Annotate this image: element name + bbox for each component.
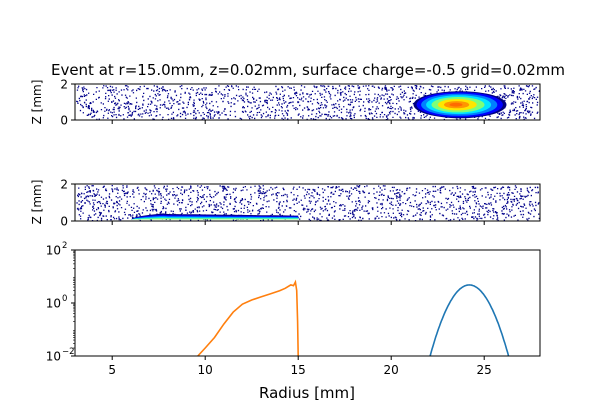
middle-panel-noise bbox=[76, 185, 541, 222]
middle-panel-frame bbox=[74, 183, 541, 222]
series-orange-line bbox=[197, 279, 299, 356]
ytick-label: 2 bbox=[60, 78, 68, 92]
ytick-label: 0 bbox=[60, 114, 68, 128]
top-panel: 0 2 Z [mm] bbox=[30, 78, 541, 128]
top-panel-charge-blob bbox=[413, 91, 507, 119]
xtick-label: 25 bbox=[477, 363, 492, 377]
top-panel-ylabel: Z [mm] bbox=[30, 80, 44, 125]
ytick-label: 2 bbox=[60, 178, 68, 192]
series-blue-line bbox=[429, 284, 510, 356]
xtick-label: 20 bbox=[384, 363, 399, 377]
ytick-exponent: 2 bbox=[62, 241, 67, 251]
top-panel-frame bbox=[74, 83, 541, 121]
middle-panel-charge-blob bbox=[130, 213, 299, 220]
ytick-exponent: 0 bbox=[62, 294, 67, 304]
xtick-label: 15 bbox=[291, 363, 306, 377]
middle-panel-ylabel: Z [mm] bbox=[30, 180, 44, 225]
xtick-label: 10 bbox=[198, 363, 213, 377]
ytick-label: 10 bbox=[46, 297, 61, 311]
bottom-panel-frame bbox=[74, 249, 541, 357]
chart-title: Event at r=15.0mm, z=0.02mm, surface cha… bbox=[51, 61, 565, 79]
ytick-label: 10 bbox=[46, 244, 61, 258]
middle-panel: 0 2 Z [mm] bbox=[30, 178, 541, 229]
x-axis-label: Radius [mm] bbox=[259, 384, 355, 400]
top-panel-noise bbox=[76, 85, 541, 121]
xtick-label: 5 bbox=[108, 363, 116, 377]
ytick-label: 0 bbox=[60, 215, 68, 229]
ytick-label: 10 bbox=[46, 350, 61, 364]
top-blob-contour-7 bbox=[449, 102, 463, 107]
middle-blob-contour-4 bbox=[130, 218, 299, 220]
ytick-exponent: −2 bbox=[62, 347, 75, 357]
